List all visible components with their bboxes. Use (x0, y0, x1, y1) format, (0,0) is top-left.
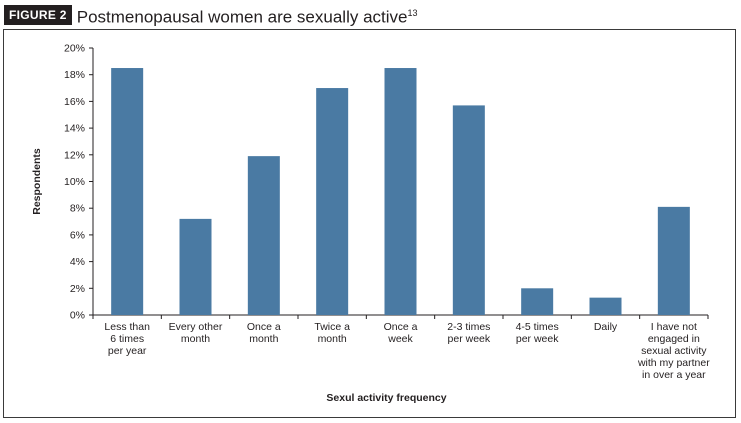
x-category-label-line: month (181, 333, 210, 345)
y-tick-label: 16% (64, 96, 85, 108)
x-category-label-line: Daily (594, 321, 618, 333)
x-category-label-line: Less than (104, 321, 150, 333)
y-tick-label: 18% (64, 69, 85, 81)
y-tick-label: 12% (64, 149, 85, 161)
y-tick-label: 8% (70, 203, 85, 215)
bar (111, 68, 144, 316)
figure-title-text: Postmenopausal women are sexually active (76, 7, 408, 27)
x-category-label-line: in over a year (642, 369, 706, 381)
y-tick-label: 20% (64, 43, 85, 55)
y-axis-title: Respondents (31, 148, 43, 215)
x-category-label-line: engaged in (648, 333, 700, 345)
x-category-label-line: week (387, 333, 413, 345)
x-category-label: Every other month (169, 321, 223, 345)
x-category-label: 2-3 times per week (447, 321, 491, 345)
y-tick-label: 10% (64, 176, 85, 188)
figure-header: FIGURE 2 Postmenopausal women are sexual… (4, 3, 418, 27)
x-category-label-line: 2-3 times (447, 321, 490, 333)
x-category-label-line: I have not (651, 321, 697, 333)
x-category-label: Less than 6 times per year (104, 321, 150, 357)
x-category-label-line: month (249, 333, 278, 345)
x-category-label-line: Once a (384, 321, 418, 333)
y-tick-label: 2% (70, 283, 85, 295)
bar (589, 297, 622, 315)
bar (452, 105, 485, 315)
figure-title: Postmenopausal women are sexually active… (77, 3, 418, 28)
bar (179, 218, 212, 315)
y-tick-label: 6% (70, 229, 85, 241)
chart-frame (3, 29, 736, 418)
x-category-label-line: per year (108, 345, 147, 357)
x-category-label: Once a week (384, 321, 418, 345)
y-tick-label: 0% (70, 310, 85, 322)
x-category-label-line: 4-5 times (516, 321, 559, 333)
x-category-label-line: sexual activity (641, 345, 707, 357)
x-category-label-line: Once a (247, 321, 281, 333)
x-category-label: 4-5 times per week (516, 321, 560, 345)
bar (521, 288, 554, 315)
x-category-label: Once a month (247, 321, 281, 345)
x-category-label-line: with my partner (637, 357, 710, 369)
bar (247, 156, 280, 315)
figure-reference: 13 (407, 7, 418, 18)
x-category-label-line: 6 times (110, 333, 144, 345)
bar (316, 88, 349, 315)
x-category-label-line: per week (448, 333, 491, 345)
y-tick-label: 14% (64, 123, 85, 135)
x-axis-title: Sexul activity frequency (326, 392, 446, 404)
x-category-label: I have not engaged in sexual activity with … (637, 321, 710, 381)
x-category-label-line: per week (516, 333, 559, 345)
x-category-label: Daily (594, 321, 618, 333)
figure-label: FIGURE 2 (4, 5, 72, 25)
bar (657, 206, 690, 315)
x-category-label-line: Twice a (314, 321, 350, 333)
x-category-label-line: Every other (169, 321, 223, 333)
x-category-label-line: month (318, 333, 347, 345)
bar (384, 68, 417, 316)
y-tick-label: 4% (70, 256, 85, 268)
x-category-label: Twice a month (314, 321, 350, 345)
